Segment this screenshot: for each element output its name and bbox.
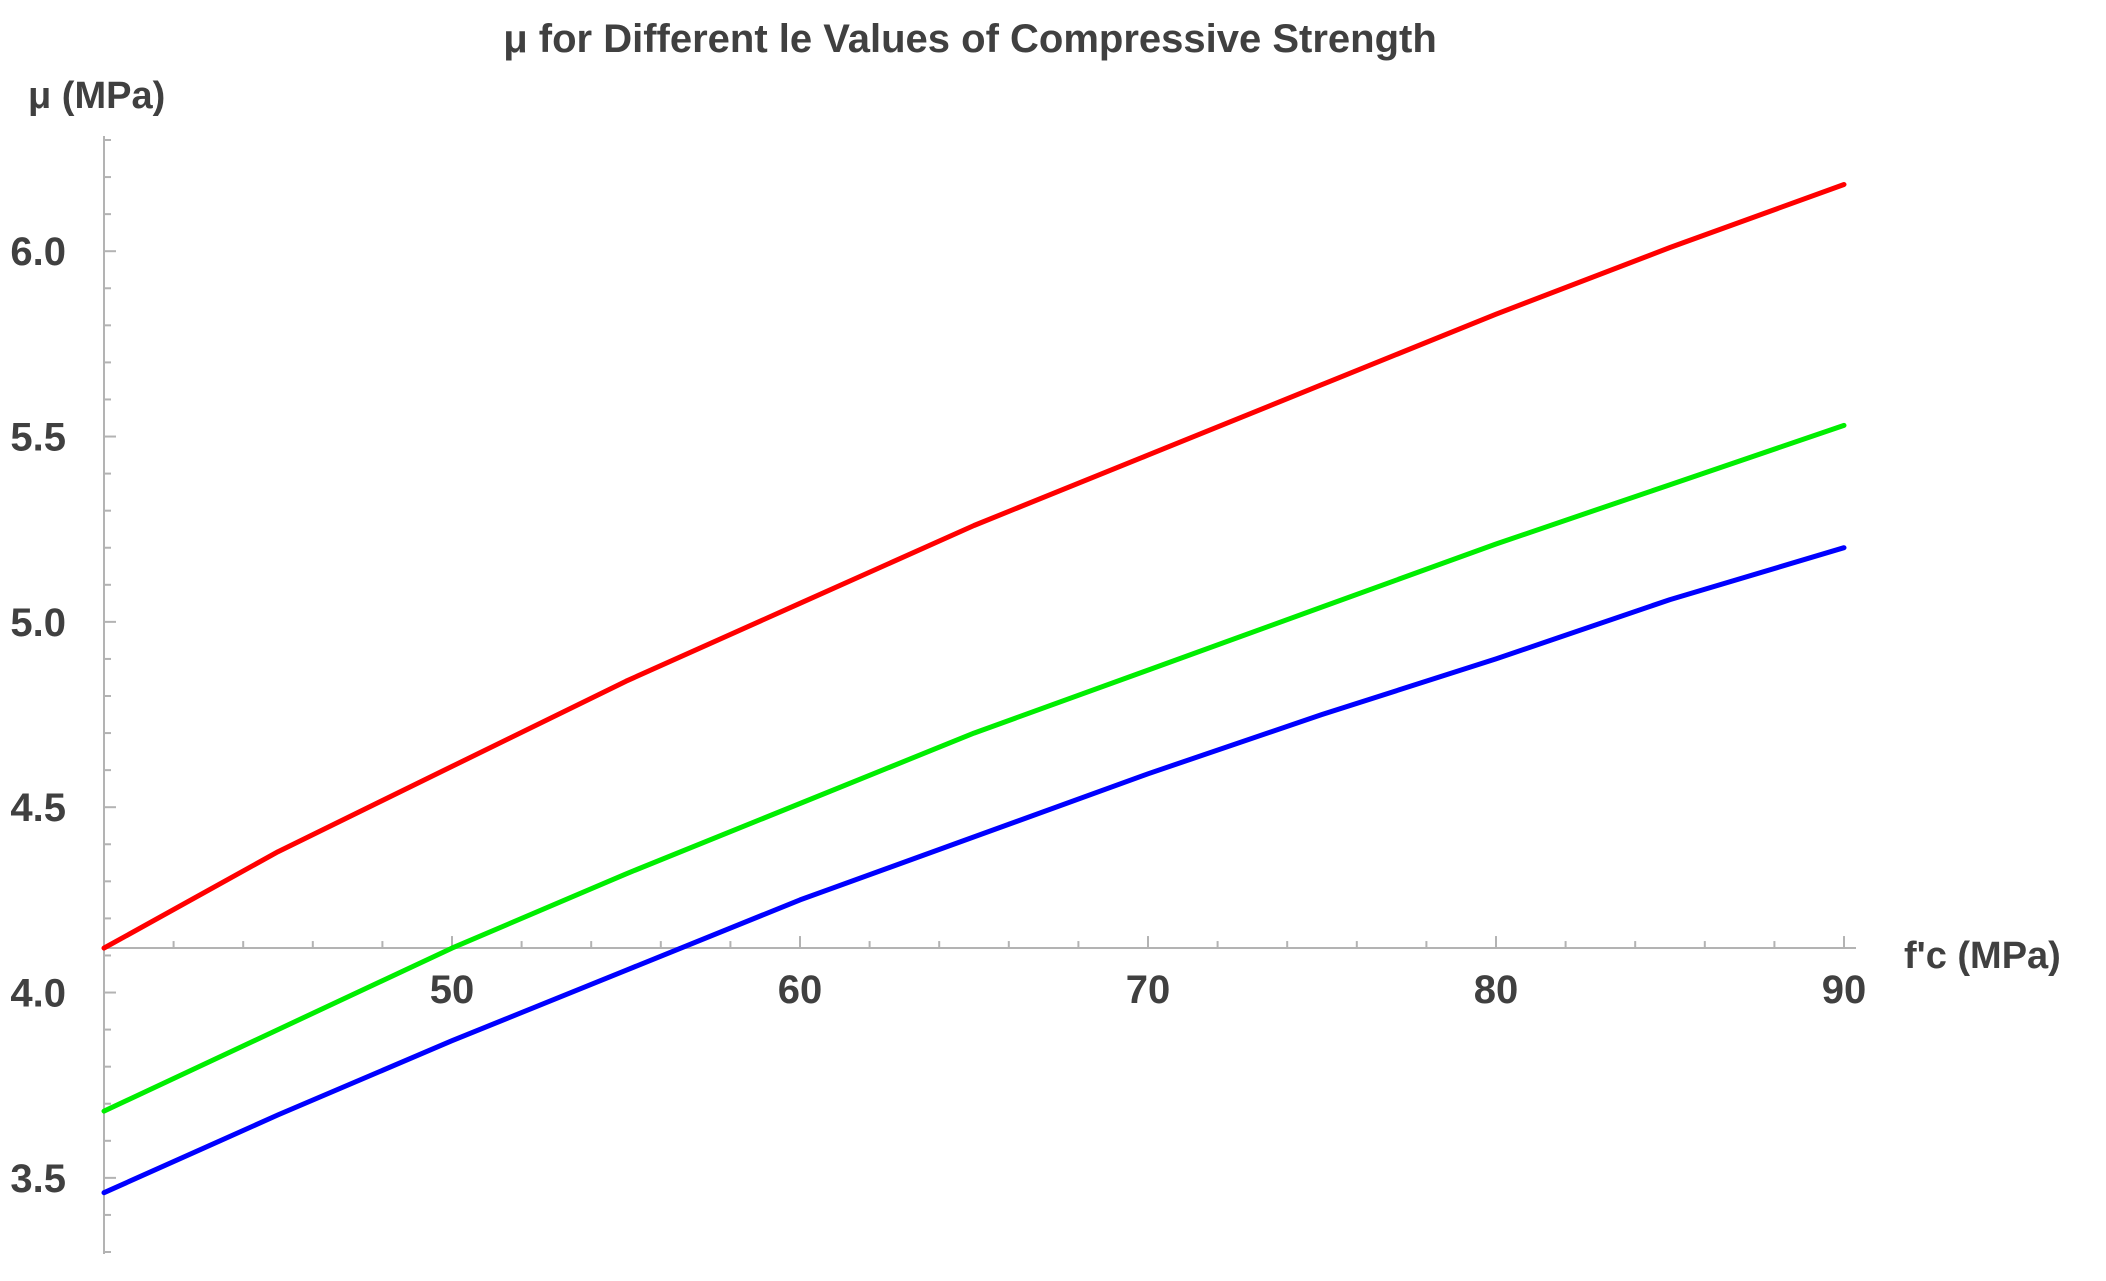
y-tick-label: 6.0 xyxy=(10,230,66,274)
series-group xyxy=(101,182,1847,1196)
y-tick-label: 5.5 xyxy=(10,416,66,460)
y-axis-title: μ (MPa) xyxy=(28,75,165,117)
series-line-2 xyxy=(101,422,1847,1114)
y-tick-label: 4.0 xyxy=(10,972,66,1016)
x-tick-label: 70 xyxy=(1126,968,1171,1012)
x-tick-label: 50 xyxy=(430,968,475,1012)
y-tick-label: 3.5 xyxy=(10,1157,66,1201)
y-tick-label: 5.0 xyxy=(10,601,66,645)
y-tick-label: 4.5 xyxy=(10,786,66,830)
series-line-1 xyxy=(101,182,1847,951)
axes: 50 60 70 80 90 3.5 4.0 4.5 5.0 5.5 6.0 xyxy=(10,136,1866,1254)
x-axis-title: f'c (MPa) xyxy=(1904,935,2061,977)
chart-title: μ for Different le Values of Compressive… xyxy=(503,17,1437,61)
series-line-3 xyxy=(101,545,1847,1196)
x-tick-label: 90 xyxy=(1822,968,1867,1012)
x-tick-label: 80 xyxy=(1474,968,1519,1012)
x-tick-label: 60 xyxy=(778,968,823,1012)
